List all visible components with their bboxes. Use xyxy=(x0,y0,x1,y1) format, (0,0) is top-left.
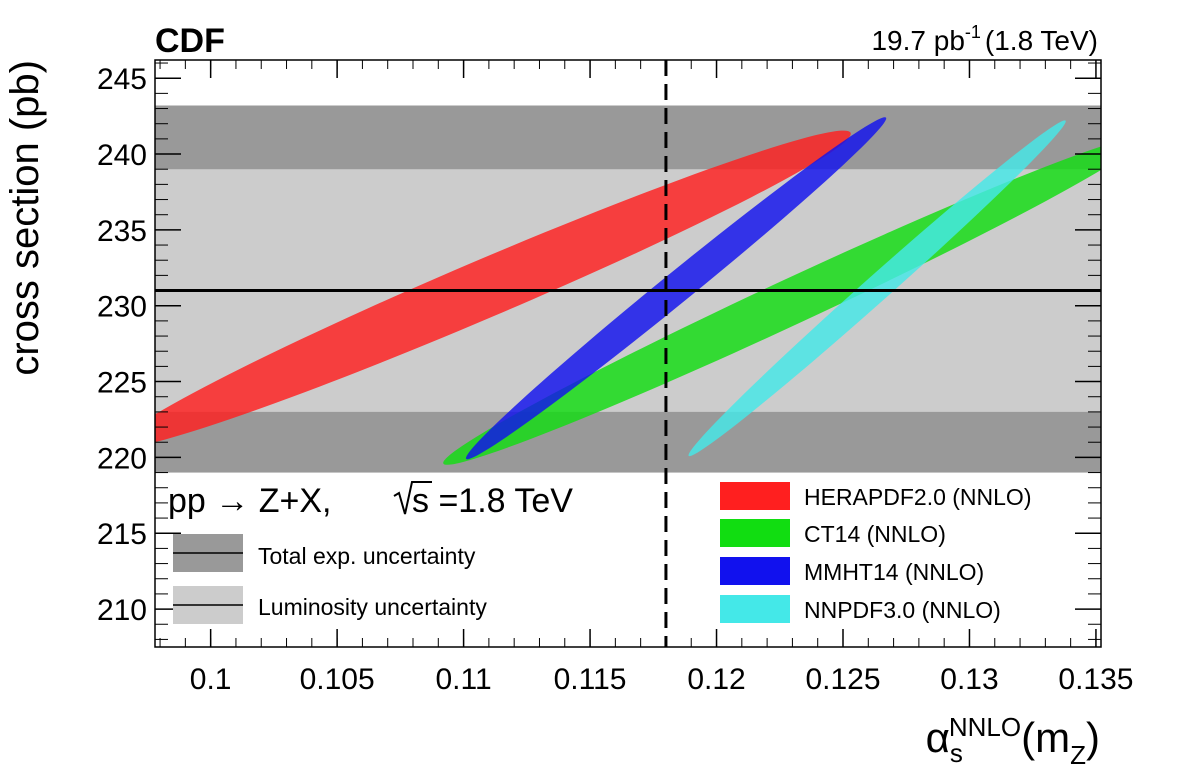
x-axis-label-sub: s xyxy=(950,738,963,768)
plot-frame xyxy=(154,59,1102,648)
legend-item-herapdf: HERAPDF2.0 (NNLO) xyxy=(720,482,1031,510)
x-tick-label: 0.12 xyxy=(687,663,745,696)
axis-ticks: 0.1 0.105 0.11 0.115 0.12 0.125 0.13 0.135 210 21… xyxy=(97,60,1133,696)
band-legend: Total exp. uncertainty Luminosity uncert… xyxy=(173,534,487,624)
legend-item-total-exp: Total exp. uncertainty xyxy=(173,534,476,572)
y-tick-label: 245 xyxy=(97,63,147,96)
pdf-legend: HERAPDF2.0 (NNLO) CT14 (NNLO) MMHT14 (NN… xyxy=(720,482,1031,623)
x-tick-label: 0.115 xyxy=(554,663,627,696)
x-axis-label-alpha: α xyxy=(926,714,950,761)
ellipse-mmht14 xyxy=(465,117,887,460)
x-tick-label: 0.13 xyxy=(940,663,998,696)
legend-item-luminosity: Luminosity uncertainty xyxy=(173,586,487,624)
y-axis-label: cross section (pb) xyxy=(3,60,47,376)
legend-swatch-herapdf xyxy=(720,482,790,510)
energy-label: (1.8 TeV) xyxy=(985,25,1098,56)
uncertainty-bands xyxy=(155,105,1101,473)
x-axis-label-suffix: (m xyxy=(1021,714,1070,761)
legend-swatch-ct14 xyxy=(720,519,790,547)
legend-swatch-mmht14 xyxy=(720,557,790,585)
y-tick-label: 210 xyxy=(97,594,147,627)
experiment-label: CDF xyxy=(155,22,225,60)
x-axis-label-close: ) xyxy=(1086,714,1100,761)
y-tick-label: 235 xyxy=(97,215,147,248)
x-tick-label: 0.1 xyxy=(190,663,232,696)
sqrt-symbol xyxy=(393,481,432,515)
legend-label-total-exp: Total exp. uncertainty xyxy=(258,543,476,569)
y-tick-label: 240 xyxy=(97,139,147,172)
x-axis-label-sup: NNLO xyxy=(949,712,1021,742)
sqrt-s-text: s =1.8 TeV xyxy=(412,482,573,520)
x-axis-label-suffix-sub: Z xyxy=(1070,740,1086,770)
legend-label-mmht14: MMHT14 (NNLO) xyxy=(804,559,984,585)
ellipse-nnpdf30 xyxy=(688,120,1066,457)
legend-label-ct14: CT14 (NNLO) xyxy=(804,521,946,547)
y-tick-label: 215 xyxy=(97,518,147,551)
x-tick-label: 0.135 xyxy=(1058,663,1133,696)
x-axis-label: αsNNLO(mZ) xyxy=(926,712,1100,770)
legend-label-herapdf: HERAPDF2.0 (NNLO) xyxy=(804,484,1031,510)
luminosity-label: 19.7 pb-1 (1.8 TeV) xyxy=(871,22,1098,56)
legend-item-nnpdf: NNPDF3.0 (NNLO) xyxy=(720,595,1001,623)
legend-label-luminosity: Luminosity uncertainty xyxy=(258,594,487,620)
x-tick-label: 0.11 xyxy=(436,663,492,696)
x-tick-label: 0.105 xyxy=(300,663,375,696)
y-tick-label: 225 xyxy=(97,367,147,400)
y-tick-label: 220 xyxy=(97,442,147,475)
process-label: pp → Z+X, xyxy=(168,482,331,520)
legend-label-nnpdf: NNPDF3.0 (NNLO) xyxy=(804,597,1001,623)
sqrt-s-label: s =1.8 TeV xyxy=(393,481,573,520)
x-tick-label: 0.125 xyxy=(805,663,880,696)
legend-item-ct14: CT14 (NNLO) xyxy=(720,519,946,547)
legend-swatch-nnpdf xyxy=(720,595,790,623)
luminosity-value: 19.7 pb xyxy=(871,25,964,56)
legend-item-mmht14: MMHT14 (NNLO) xyxy=(720,557,984,585)
luminosity-exponent: -1 xyxy=(965,22,981,42)
y-tick-label: 230 xyxy=(97,291,147,324)
